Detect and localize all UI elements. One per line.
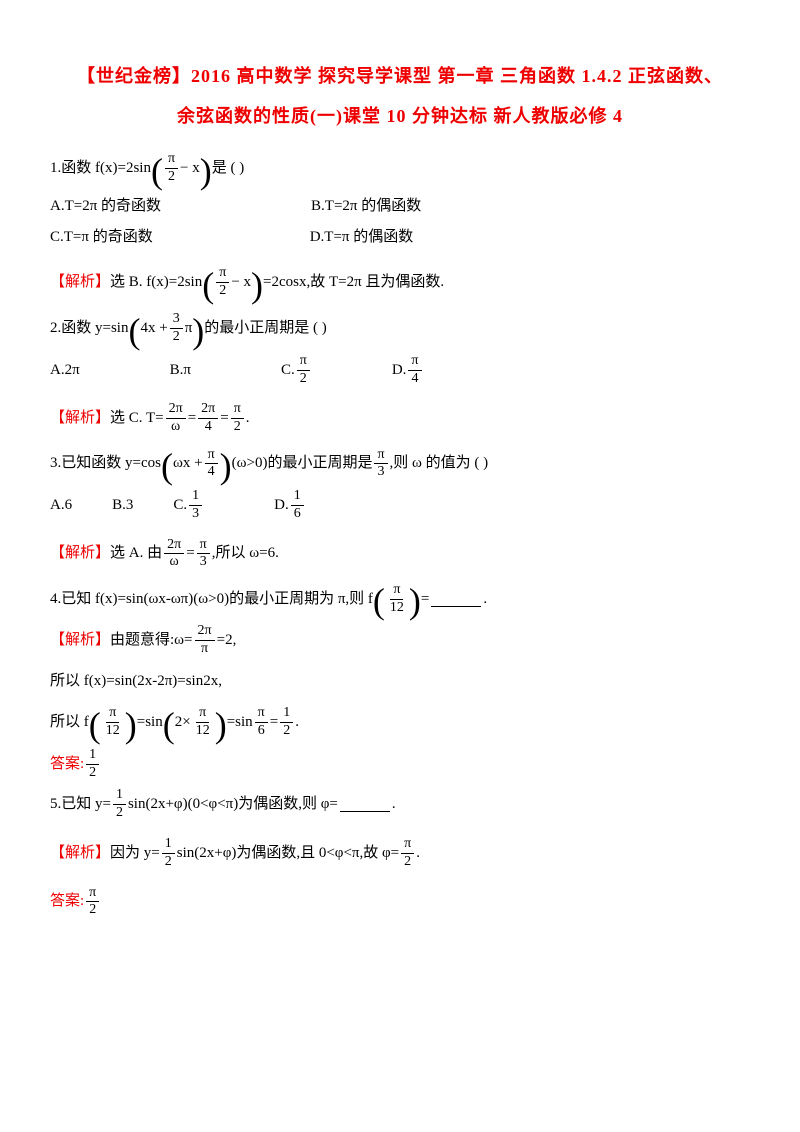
q3-opts: A.6 B.3 C.13 D.16 — [50, 488, 750, 523]
q4: 4.已知 f(x)=sin(ωx-ωπ)(ω>0)的最小正周期为 π,则 f (… — [50, 581, 750, 617]
ans4: 答案: 12 — [50, 747, 750, 782]
q3-a: A.6 — [50, 492, 72, 519]
title-line-2: 余弦函数的性质(一)课堂 10 分钟达标 新人教版必修 4 — [50, 100, 750, 132]
q1-tail: 是 ( ) — [212, 155, 245, 182]
q2-a: A.2π — [50, 357, 80, 384]
q2: 2.函数 y=sin ( 4x + 32 π ) 的最小正周期是 ( ) — [50, 311, 750, 347]
q5-pre: 5.已知 y= — [50, 791, 111, 818]
sol2: 【解析】 选 C. T= 2πω = 2π4 = π2 . — [50, 401, 750, 436]
sol1: 【解析】 选 B. f(x)=2sin ( π2 − x ) =2cosx,故 … — [50, 265, 750, 301]
sol2-label: 【解析】 — [50, 405, 110, 432]
q2-tail: 的最小正周期是 ( ) — [204, 315, 327, 342]
ans5: 答案: π2 — [50, 885, 750, 920]
q3-pre: 3.已知函数 y=cos — [50, 450, 161, 477]
q2-d: D.π4 — [392, 353, 424, 388]
sol1-tail: =2cosx,故 T=2π 且为偶函数. — [263, 269, 444, 296]
sol3-label: 【解析】 — [50, 540, 110, 567]
q5: 5.已知 y= 12 sin(2x+φ)(0<φ<π)为偶函数,则 φ= . — [50, 787, 750, 822]
q2-opts: A.2π B.π C.π2 D.π4 — [50, 353, 750, 388]
q1-b: B.T=2π 的偶函数 — [311, 193, 421, 220]
sol5: 【解析】 因为 y= 12 sin(2x+φ)为偶函数,且 0<φ<π,故 φ=… — [50, 836, 750, 871]
ans4-label: 答案: — [50, 751, 84, 778]
q1-a: A.T=2π 的奇函数 — [50, 193, 161, 220]
q3-c: C.13 — [173, 488, 204, 523]
q3-d: D.16 — [274, 488, 306, 523]
q1-frac: π2 — [165, 151, 178, 186]
q1: 1.函数 f(x)=2sin ( π2 − x ) 是 ( ) — [50, 151, 750, 187]
rparen: ) — [200, 153, 212, 189]
sol1-pre: 选 B. f(x)=2sin — [110, 269, 202, 296]
q2-c: C.π2 — [281, 353, 312, 388]
q1-pre: 1.函数 f(x)=2sin — [50, 155, 151, 182]
title-line-1: 【世纪金榜】2016 高中数学 探究导学课型 第一章 三角函数 1.4.2 正弦… — [50, 60, 750, 92]
sol4a: 【解析】 由题意得:ω= 2ππ =2, — [50, 623, 750, 658]
sol4b: 所以 f(x)=sin(2x-2π)=sin2x, — [50, 668, 750, 695]
q5-blank — [340, 797, 390, 812]
q3-b: B.3 — [112, 492, 133, 519]
q2-pre: 2.函数 y=sin — [50, 315, 128, 342]
lparen: ( — [151, 153, 163, 189]
ans5-label: 答案: — [50, 888, 84, 915]
sol4a-label: 【解析】 — [50, 627, 110, 654]
sol3: 【解析】 选 A. 由 2πω = π3 ,所以 ω=6. — [50, 537, 750, 572]
q3-tail: ,则 ω 的值为 ( ) — [390, 450, 489, 477]
q1-opts1: A.T=2π 的奇函数 B.T=2π 的偶函数 — [50, 193, 750, 220]
q1-d: D.T=π 的偶函数 — [310, 224, 414, 251]
sol4c: 所以 f ( π12 ) =sin ( 2× π12 ) =sin π6 = 1… — [50, 705, 750, 741]
q1-mid: − x — [180, 155, 200, 182]
q3: 3.已知函数 y=cos ( ωx + π4 ) (ω>0)的最小正周期是 π3… — [50, 446, 750, 482]
q2-b: B.π — [170, 357, 191, 384]
sol1-label: 【解析】 — [50, 269, 110, 296]
q1-c: C.T=π 的奇函数 — [50, 224, 153, 251]
sol5-label: 【解析】 — [50, 840, 110, 867]
q1-opts2: C.T=π 的奇函数 D.T=π 的偶函数 — [50, 224, 750, 251]
q4-pre: 4.已知 f(x)=sin(ωx-ωπ)(ω>0)的最小正周期为 π,则 f — [50, 586, 373, 613]
q4-blank — [431, 592, 481, 607]
